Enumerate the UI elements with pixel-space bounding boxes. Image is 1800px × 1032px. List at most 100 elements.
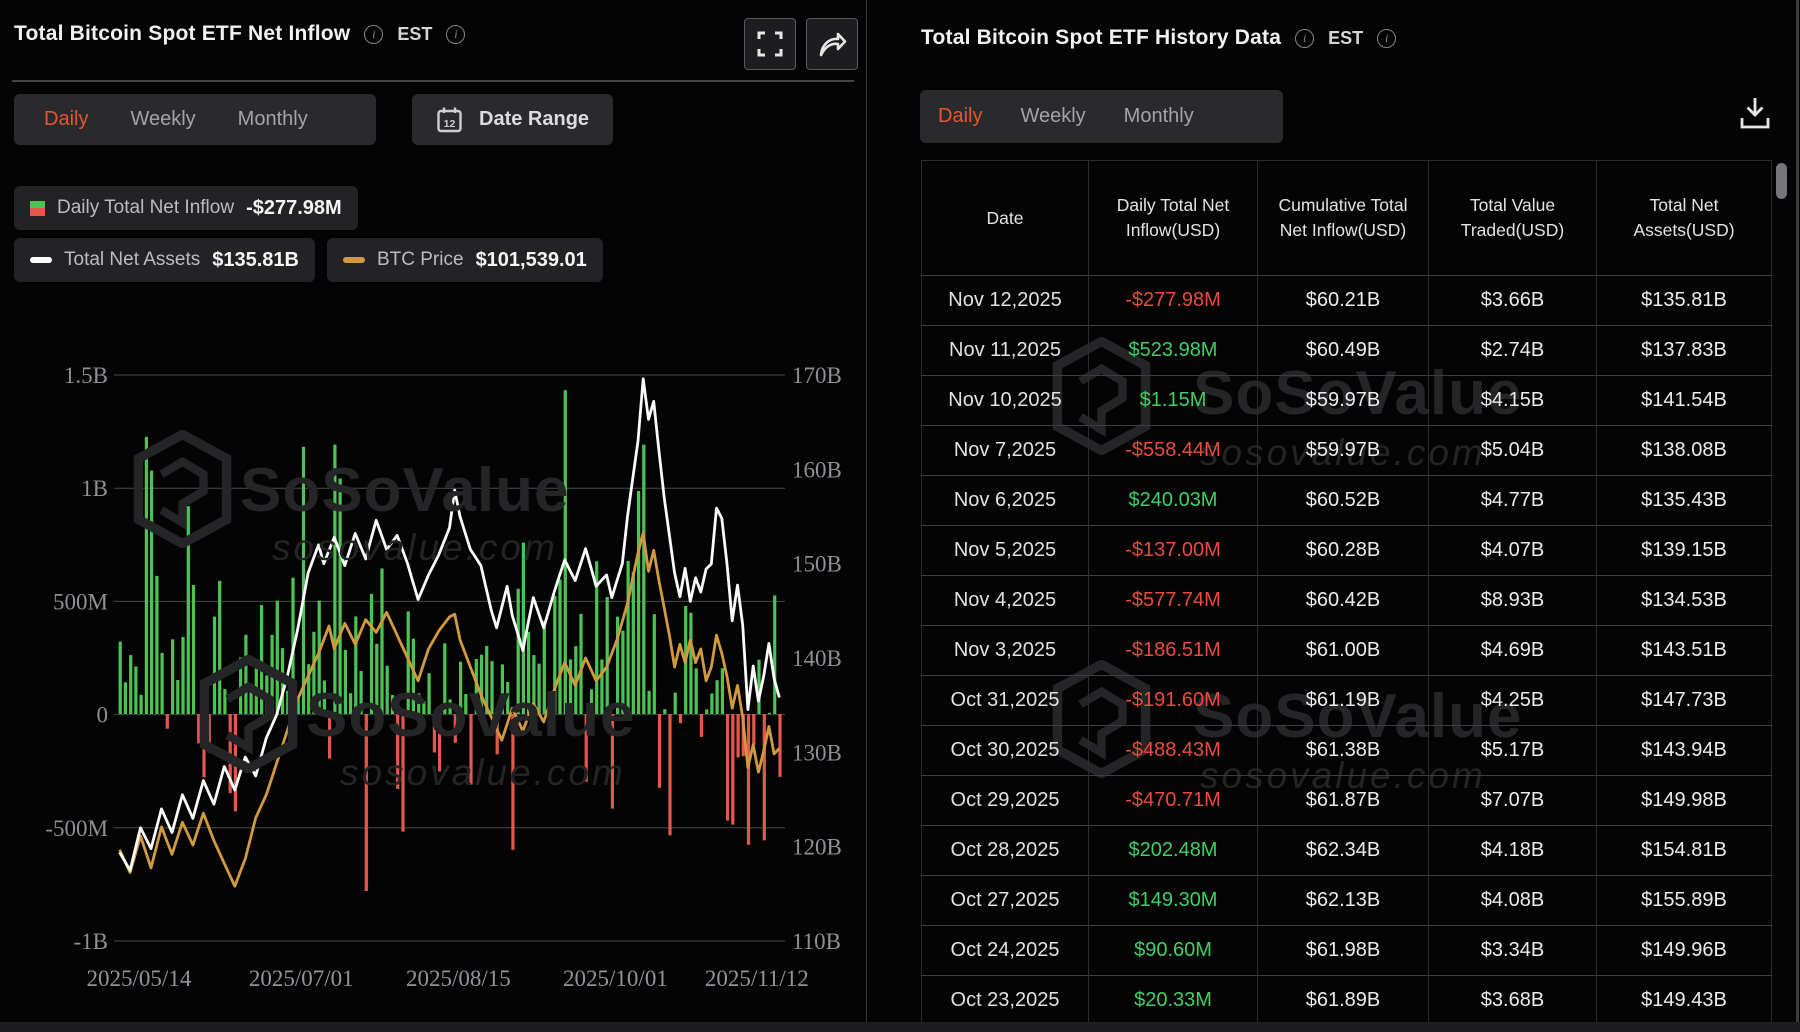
inflow-bar — [464, 694, 468, 714]
inflow-bar — [218, 580, 222, 714]
info-icon[interactable]: i — [364, 24, 384, 44]
legend-label: Total Net Assets — [64, 249, 201, 270]
value-cell: $60.49B — [1257, 325, 1429, 376]
legend-label: BTC Price — [376, 249, 464, 270]
left-tab-monthly[interactable]: Monthly — [237, 108, 308, 130]
inflow-bar — [521, 542, 525, 714]
right-panel-title: Total Bitcoin Spot ETF History Data — [921, 26, 1282, 49]
table-row[interactable]: Nov 7,2025 -$558.44M $59.97B $5.04B $138.08B — [921, 425, 1772, 476]
inflow-bar — [165, 714, 169, 729]
value-cell: $8.93B — [1428, 575, 1597, 626]
inflow-bar — [762, 714, 766, 841]
inflow-bar — [427, 673, 431, 714]
inflow-bar — [275, 600, 279, 714]
x-axis-tick: 2025/05/14 — [87, 966, 192, 991]
legend-daily-net-inflow[interactable]: Daily Total Net Inflow -$277.98M — [14, 186, 358, 230]
date-cell: Nov 11,2025 — [921, 325, 1089, 376]
legend-btc-price[interactable]: BTC Price $101,539.01 — [326, 238, 603, 282]
inflow-bar — [584, 714, 588, 782]
date-cell: Nov 5,2025 — [921, 525, 1089, 576]
date-cell: Nov 10,2025 — [921, 375, 1089, 426]
left-tab-weekly[interactable]: Weekly — [130, 108, 196, 130]
date-cell: Oct 27,2025 — [921, 875, 1089, 926]
inflow-bar — [542, 621, 546, 714]
table-row[interactable]: Oct 27,2025 $149.30M $62.13B $4.08B $155.89B — [921, 875, 1772, 926]
inflow-bar — [752, 714, 756, 745]
info-icon[interactable]: i — [1377, 28, 1397, 48]
date-cell: Oct 30,2025 — [921, 725, 1089, 776]
table-row[interactable]: Nov 5,2025 -$137.00M $60.28B $4.07B $139.15B — [921, 525, 1772, 576]
value-cell: $60.28B — [1257, 525, 1429, 576]
legend-value: -$277.98M — [246, 196, 342, 219]
download-button[interactable] — [1735, 94, 1775, 137]
value-cell: $4.69B — [1428, 625, 1597, 676]
inflow-bar — [390, 695, 395, 714]
date-range-button[interactable]: 12 Date Range — [412, 94, 614, 145]
horizontal-scrollbar[interactable] — [0, 1022, 1800, 1032]
left-panel-title: Total Bitcoin Spot ETF Net Inflow — [14, 22, 351, 45]
legend-total-net-assets[interactable]: Total Net Assets $135.81B — [14, 238, 315, 282]
value-cell: $202.48M — [1088, 825, 1258, 876]
value-cell: $240.03M — [1088, 475, 1258, 526]
value-cell: $2.74B — [1428, 325, 1597, 376]
header-divider — [12, 80, 854, 82]
fullscreen-button[interactable] — [744, 18, 796, 70]
net-inflow-panel: Total Bitcoin Spot ETF Net Inflow i EST … — [0, 0, 866, 1022]
inflow-bar — [354, 616, 358, 714]
window-scrollbar-edge[interactable] — [1796, 0, 1799, 1022]
table-row[interactable]: Nov 4,2025 -$577.74M $60.42B $8.93B $134.53B — [921, 575, 1772, 626]
table-scrollbar-thumb[interactable] — [1776, 163, 1787, 199]
share-button[interactable] — [806, 18, 858, 70]
bar-series-icon — [30, 200, 45, 216]
table-row[interactable]: Oct 24,2025 $90.60M $61.98B $3.34B $149.96B — [921, 925, 1772, 976]
table-row[interactable]: Nov 6,2025 $240.03M $60.52B $4.77B $135.43B — [921, 475, 1772, 526]
value-cell: -$277.98M — [1088, 275, 1258, 326]
y-right-tick: 150B — [792, 552, 842, 577]
right-tab-daily[interactable]: Daily — [938, 105, 983, 127]
inflow-bar — [322, 680, 326, 714]
left-tab-daily[interactable]: Daily — [44, 108, 89, 130]
value-cell: $3.66B — [1428, 275, 1597, 326]
value-cell: $5.17B — [1428, 725, 1597, 776]
info-icon[interactable]: i — [446, 24, 466, 44]
value-cell: $154.81B — [1596, 825, 1772, 876]
value-cell: -$577.74M — [1088, 575, 1258, 626]
inflow-bar — [595, 561, 599, 714]
inflow-bar — [720, 668, 724, 714]
date-cell: Oct 28,2025 — [921, 825, 1089, 876]
inflow-bar — [563, 390, 567, 714]
inflow-bar — [375, 643, 379, 714]
inflow-bar — [746, 714, 751, 845]
table-row[interactable]: Nov 12,2025 -$277.98M $60.21B $3.66B $135.81… — [921, 275, 1772, 326]
assets-line-icon — [30, 257, 52, 263]
table-row[interactable]: Oct 30,2025 -$488.43M $61.38B $5.17B $143.94… — [921, 725, 1772, 776]
net-inflow-chart[interactable]: 1.5B 1B 500M 0 -500M -1B 170B 160B 150B 140B 130B 1… — [0, 300, 866, 1010]
inflow-bar — [406, 611, 410, 714]
table-row[interactable]: Oct 23,2025 $20.33M $61.89B $3.68B $149.43B — [921, 975, 1772, 1022]
table-row[interactable]: Oct 29,2025 -$470.71M $61.87B $7.07B $149.98… — [921, 775, 1772, 826]
inflow-bar — [626, 561, 630, 714]
inflow-bar — [364, 714, 368, 891]
inflow-bar — [637, 491, 641, 714]
inflow-bar — [642, 444, 646, 714]
table-row[interactable]: Nov 11,2025 $523.98M $60.49B $2.74B $137.83B — [921, 325, 1772, 376]
table-row[interactable]: Nov 3,2025 -$186.51M $61.00B $4.69B $143.51B — [921, 625, 1772, 676]
value-cell: $147.73B — [1596, 675, 1772, 726]
table-row[interactable]: Nov 10,2025 $1.15M $59.97B $4.15B $141.54B — [921, 375, 1772, 426]
inflow-bar — [600, 659, 604, 714]
legend-label: Daily Total Net Inflow — [57, 197, 235, 218]
right-tab-weekly[interactable]: Weekly — [1020, 105, 1086, 127]
value-cell: -$137.00M — [1088, 525, 1258, 576]
inflow-bar — [479, 654, 484, 714]
info-icon[interactable]: i — [1295, 28, 1315, 48]
watermark-domain: sosovalue.com — [272, 527, 558, 568]
table-row[interactable]: Oct 31,2025 -$191.60M $61.19B $4.25B $147.73… — [921, 675, 1772, 726]
sosovalue-logo-icon — [196, 654, 301, 778]
inflow-bar — [459, 661, 463, 714]
value-cell: $60.21B — [1257, 275, 1429, 326]
value-cell: $523.98M — [1088, 325, 1258, 376]
inflow-bar — [621, 630, 625, 714]
right-tab-monthly[interactable]: Monthly — [1123, 105, 1194, 127]
value-cell: -$186.51M — [1088, 625, 1258, 676]
table-row[interactable]: Oct 28,2025 $202.48M $62.34B $4.18B $154.81B — [921, 825, 1772, 876]
